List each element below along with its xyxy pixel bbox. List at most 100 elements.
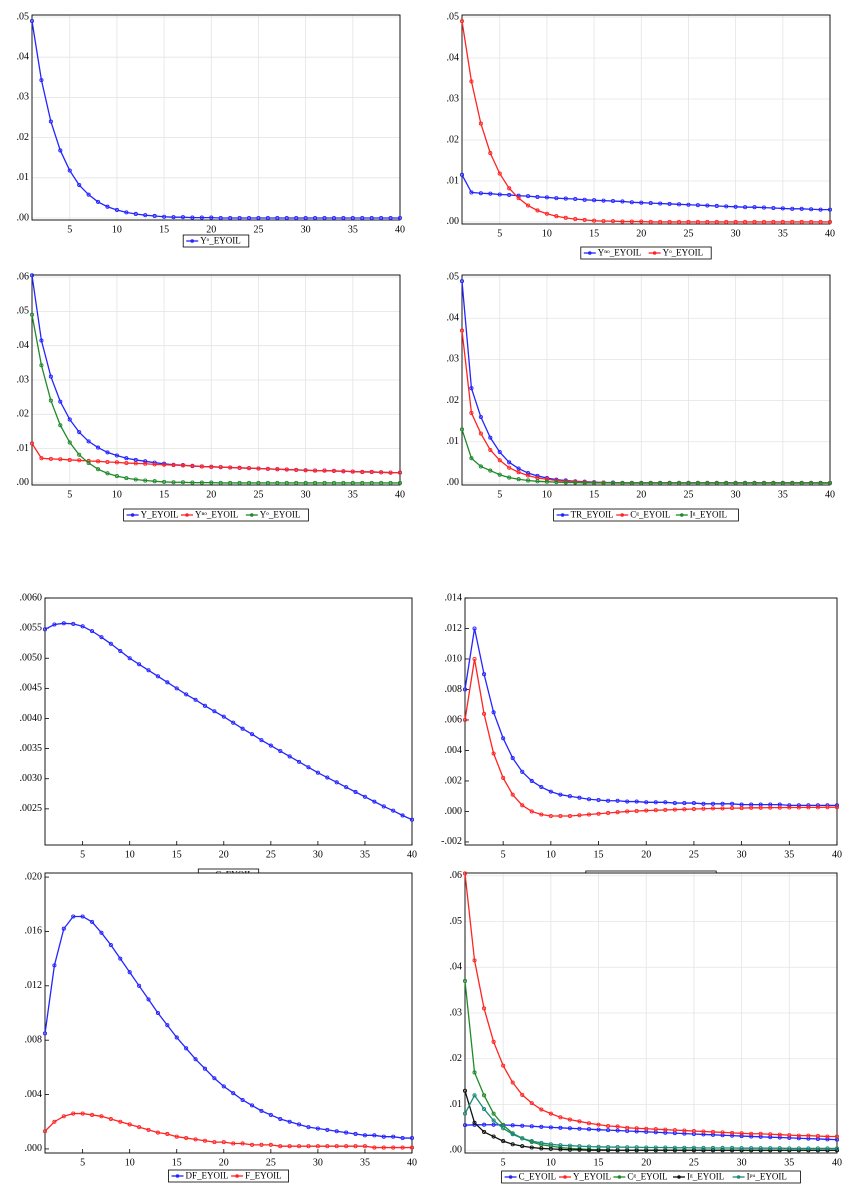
legend-label: Y_EYOIL (141, 510, 179, 520)
data-point (90, 919, 95, 924)
data-point (615, 1145, 620, 1150)
data-point (221, 714, 226, 719)
data-point (472, 958, 477, 963)
data-point (381, 1145, 386, 1150)
data-point (80, 1111, 85, 1116)
plot-area (45, 873, 412, 1153)
data-point (303, 215, 308, 221)
data-point (615, 810, 620, 815)
data-point (482, 1122, 487, 1127)
data-point (606, 1128, 611, 1133)
data-point (777, 1132, 782, 1137)
data-point (58, 148, 63, 153)
data-point (313, 480, 318, 485)
data-point (695, 203, 700, 208)
data-point (554, 196, 559, 201)
data-point (558, 1115, 563, 1120)
data-point (497, 458, 502, 463)
data-point (29, 18, 35, 24)
data-point (771, 219, 776, 225)
data-point (691, 1145, 696, 1150)
data-point (539, 1124, 544, 1129)
x-tick-label: 15 (594, 849, 604, 860)
y-tick-label: .01 (17, 443, 30, 454)
data-point (42, 627, 48, 632)
data-point (344, 1144, 349, 1149)
data-point (105, 450, 110, 455)
data-point (409, 1145, 415, 1150)
data-point (99, 635, 104, 640)
data-point (268, 1142, 273, 1147)
data-point (341, 469, 346, 474)
data-point (459, 172, 465, 177)
data-point (155, 1130, 160, 1135)
data-point (171, 215, 176, 220)
y-tick-label: .05 (447, 11, 460, 22)
series-line (464, 628, 837, 807)
data-point (409, 817, 415, 822)
y-tick-label: .01 (450, 1099, 463, 1110)
data-point (529, 809, 534, 814)
data-point (526, 471, 531, 476)
y-tick-label: .01 (447, 436, 460, 447)
data-point (724, 480, 729, 485)
data-point (682, 1145, 687, 1150)
data-point (80, 914, 85, 919)
data-point (596, 811, 601, 816)
data-point (606, 1123, 611, 1129)
data-point (127, 970, 132, 975)
data-point (733, 204, 738, 209)
data-point (482, 1006, 487, 1011)
data-point (834, 1146, 840, 1151)
data-point (787, 1135, 792, 1140)
data-point (306, 1125, 311, 1130)
legend-label: C_EYOIL (519, 1172, 557, 1182)
series-line (461, 21, 830, 223)
data-point (48, 456, 53, 461)
data-point (663, 1148, 668, 1153)
data-point (620, 480, 625, 485)
data-point (341, 480, 346, 485)
data-point (256, 466, 261, 471)
data-point (586, 1144, 592, 1149)
data-point (567, 794, 572, 799)
data-point (743, 219, 748, 225)
data-point (516, 470, 521, 475)
data-point (246, 466, 252, 471)
data-point (834, 1134, 840, 1139)
data-point (577, 1147, 582, 1152)
data-point (124, 476, 129, 481)
data-point (61, 621, 66, 626)
data-point (249, 1103, 255, 1108)
data-point (739, 1131, 744, 1136)
data-point (297, 1144, 302, 1149)
legend-marker (677, 1175, 681, 1179)
data-point (563, 215, 568, 220)
data-point (815, 1146, 820, 1151)
data-point (601, 198, 606, 203)
data-point (625, 1145, 630, 1150)
data-point (567, 1143, 572, 1148)
x-tick-label: 5 (497, 228, 502, 239)
data-point (246, 215, 252, 221)
data-point (90, 629, 95, 634)
data-point (658, 219, 663, 225)
data-point (714, 219, 719, 225)
legend-label: Yⁿᵒ_EYOIL (598, 248, 641, 258)
data-point (629, 219, 634, 224)
data-point (284, 215, 289, 221)
data-point (459, 427, 465, 432)
data-point (268, 1112, 273, 1117)
data-point (155, 1010, 160, 1016)
data-point (653, 800, 658, 805)
data-point (526, 473, 531, 478)
data-point (71, 621, 76, 626)
data-point (294, 467, 299, 472)
data-point (174, 1035, 179, 1040)
data-point (249, 1142, 255, 1147)
data-point (615, 798, 620, 803)
data-point (799, 480, 804, 485)
data-point (459, 279, 465, 284)
data-point (391, 1134, 396, 1139)
x-tick-label: 25 (266, 1157, 276, 1168)
